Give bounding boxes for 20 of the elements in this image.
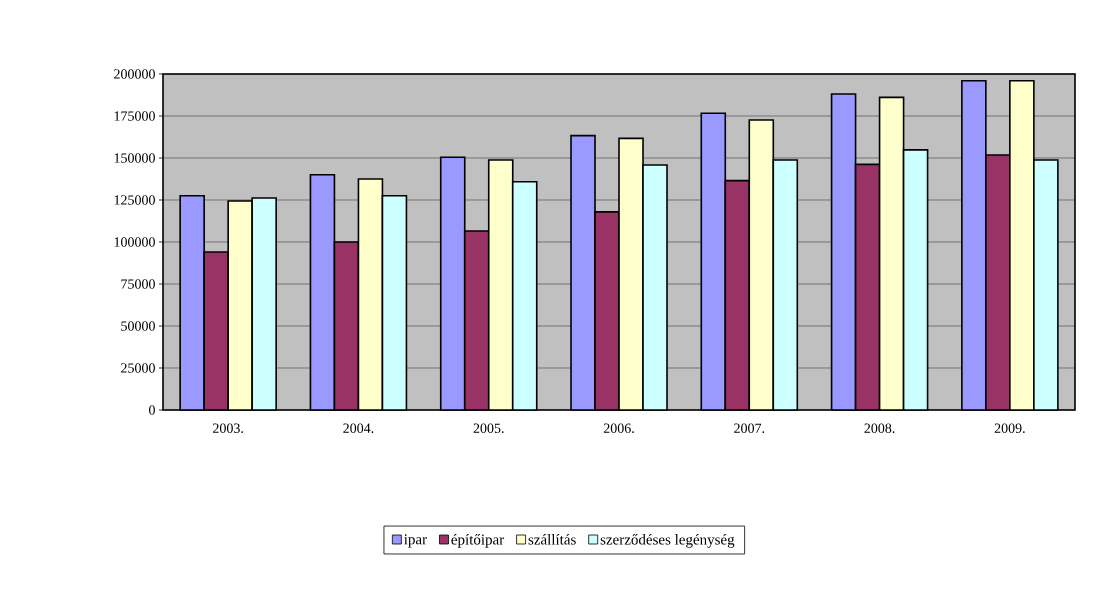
x-tick-label: 2007.: [734, 423, 765, 434]
legend-label: ipar: [404, 534, 427, 548]
x-tick-label: 2003.: [213, 423, 243, 434]
y-tick-label: 0: [149, 405, 155, 415]
legend-label: szállítás: [528, 534, 576, 545]
y-tick-label: 175000: [114, 111, 155, 121]
y-tick-label: 150000: [114, 153, 155, 163]
x-tick-label: 2008.: [864, 423, 895, 434]
legend-label: szerződéses legénység: [600, 534, 735, 548]
y-tick-label: 75000: [121, 279, 155, 289]
x-tick-label: 2004.: [343, 423, 374, 434]
x-tick-label: 2005.: [473, 423, 504, 434]
y-tick-label: 125000: [114, 195, 155, 205]
legend-label: építőipar: [451, 534, 505, 548]
y-tick-label: 200000: [114, 69, 155, 79]
y-tick-label: 25000: [121, 363, 155, 373]
y-tick-label: 50000: [121, 321, 155, 331]
x-tick-label: 2006.: [603, 423, 634, 434]
x-tick-label: 2009.: [994, 423, 1025, 434]
y-tick-label: 100000: [114, 237, 155, 247]
